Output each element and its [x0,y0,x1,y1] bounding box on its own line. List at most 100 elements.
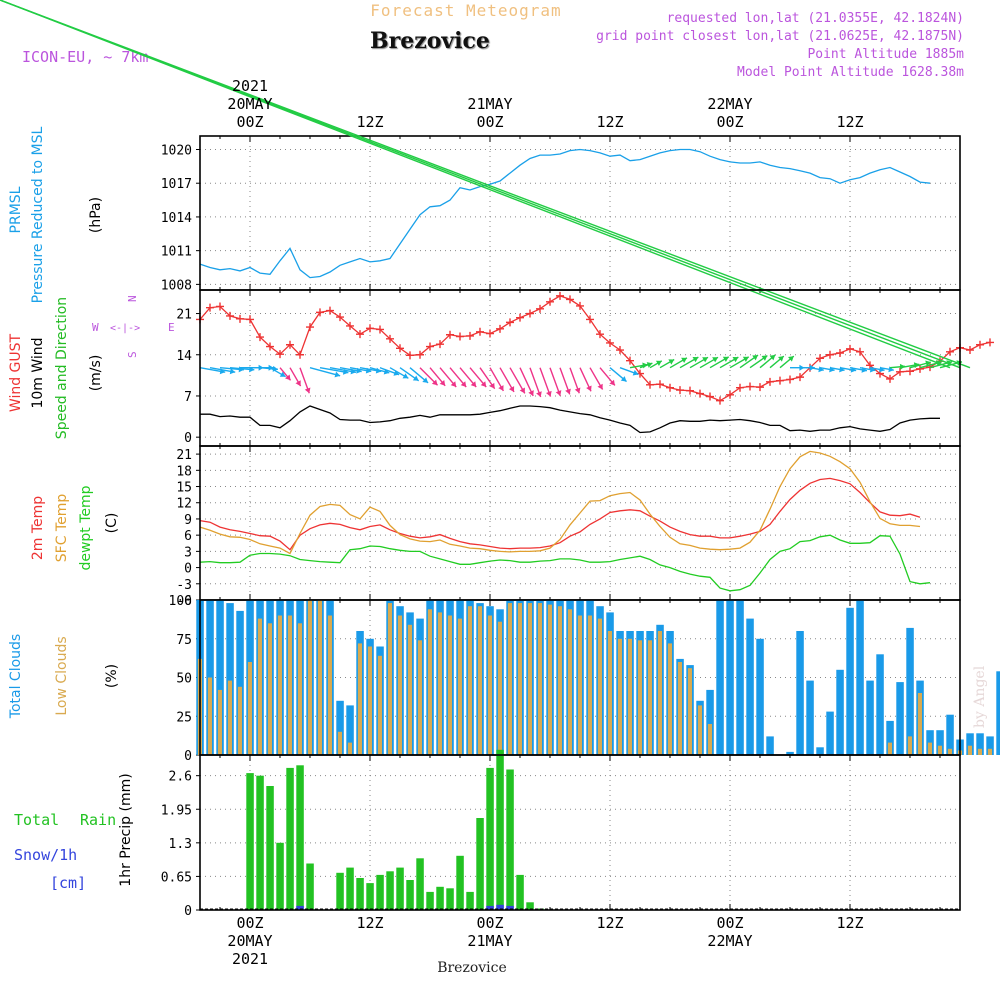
wind-arrow [589,367,604,390]
y-tick-label: 9 [184,513,192,528]
point-altitude: Point Altitude 1885m [807,47,964,62]
clouds-bar [976,733,984,755]
gust-marker [626,356,634,365]
precipitation-bar [446,888,454,910]
wind-arrow-head [586,385,592,392]
gust-marker [266,342,274,351]
wind-arrow-shaft [309,367,341,377]
wind-arrow-head [668,359,675,365]
clouds-bar [497,621,502,755]
wind-arrow-head [422,377,429,383]
clouds-bar [407,624,412,755]
clouds-bar [517,603,522,755]
top-axis-date: 20MAY [227,95,272,113]
clouds-bar [637,640,642,755]
clouds-bar [977,748,982,755]
precipitation-bar [496,749,504,910]
wind-arrow [569,367,581,394]
wind-arrow-head [334,371,341,378]
gust-marker [426,342,434,351]
gust-marker [286,340,294,349]
gust-marker [916,364,924,373]
wind-arrow [679,356,699,369]
gust-marker [946,347,954,356]
clouds-bar [876,654,884,756]
compass-s: S [126,351,139,358]
wind-arrow [449,367,467,388]
clouds-bar [697,705,702,755]
clouds-bar [657,631,662,755]
clouds-bar [967,745,972,755]
label-wind-gust: Wind GUST [8,333,24,412]
pressure-panel: 1008 1011 1014 1017 1020 [161,135,961,293]
temperature-frame [199,445,961,601]
bottom-axis-hour: 00Z [236,914,263,932]
label-low-clouds: Low Clouds [54,636,70,715]
wind-arrow-shaft [529,367,542,398]
gust-marker [406,351,414,360]
y-tick-label: 1017 [161,177,192,192]
clouds-bar [297,623,302,756]
compass-ew-arrows: <-|-> [110,323,140,334]
gust-marker [326,306,334,315]
label-speed-direction: Speed and Direction [54,297,70,439]
wind-arrow [909,360,932,369]
clouds-bar [987,748,992,755]
clouds-bar [537,603,542,755]
gust-marker [456,332,464,341]
wind-arrow [379,367,400,376]
clouds-bar [856,600,864,755]
y-tick-label: 1014 [161,211,192,226]
clouds-bar [597,618,602,755]
gust-marker [516,313,524,322]
wind-arrow-head [519,387,525,394]
clouds-bar [946,714,954,755]
wind-arrow-head [632,369,639,376]
gust-marker [596,330,604,339]
precipitation-bar [516,874,524,910]
clouds-bar [397,615,402,755]
series-line-dewpt-temp [199,534,931,592]
clouds-bar [217,689,222,755]
y-tick-label: -6 [176,594,192,609]
model-altitude: Model Point Altitude 1628.38m [737,65,964,80]
wind-panel: 0 7 14 21 N W E S <-|-> [0,0,994,447]
wind-arrow [469,367,487,388]
wind-arrow [699,356,719,369]
precipitation-bar [416,858,424,910]
clouds-bar [816,747,824,756]
wind-arrow-head [692,357,699,363]
gust-marker [346,321,354,330]
gust-marker [576,301,584,310]
series-line-10m-wind [200,405,940,434]
compass-rose: N W E S <-|-> [92,295,175,358]
clouds-bar [937,745,942,755]
clouds-bar [216,600,224,755]
wind-arrow-head [229,368,236,375]
gust-marker [786,375,794,384]
precipitation-bar [346,867,354,910]
chart-title: Forecast Meteogram [370,1,561,20]
gust-marker [536,304,544,313]
wind-arrow-head [498,385,504,391]
wind-arrow-head [925,360,931,367]
wind-arrow-head [788,356,794,362]
clouds-bar [257,618,262,755]
gust-marker [506,318,514,327]
wind-arrow [479,367,496,390]
precipitation-bar [336,872,344,910]
bottom-axis-year: 2021 [232,950,268,968]
label-c: (C) [104,513,120,534]
top-axis-date: 22MAY [707,95,752,113]
clouds-bar [667,643,672,755]
wind-arrow [709,356,730,369]
precipitation-bar [436,886,444,911]
compass-n: N [126,295,139,302]
clouds-bar [887,742,892,755]
wind-arrow-head [431,379,438,386]
clouds-bar [756,638,764,756]
gust-marker [746,382,754,391]
clouds-bar [247,662,252,755]
gust-marker [336,313,344,322]
